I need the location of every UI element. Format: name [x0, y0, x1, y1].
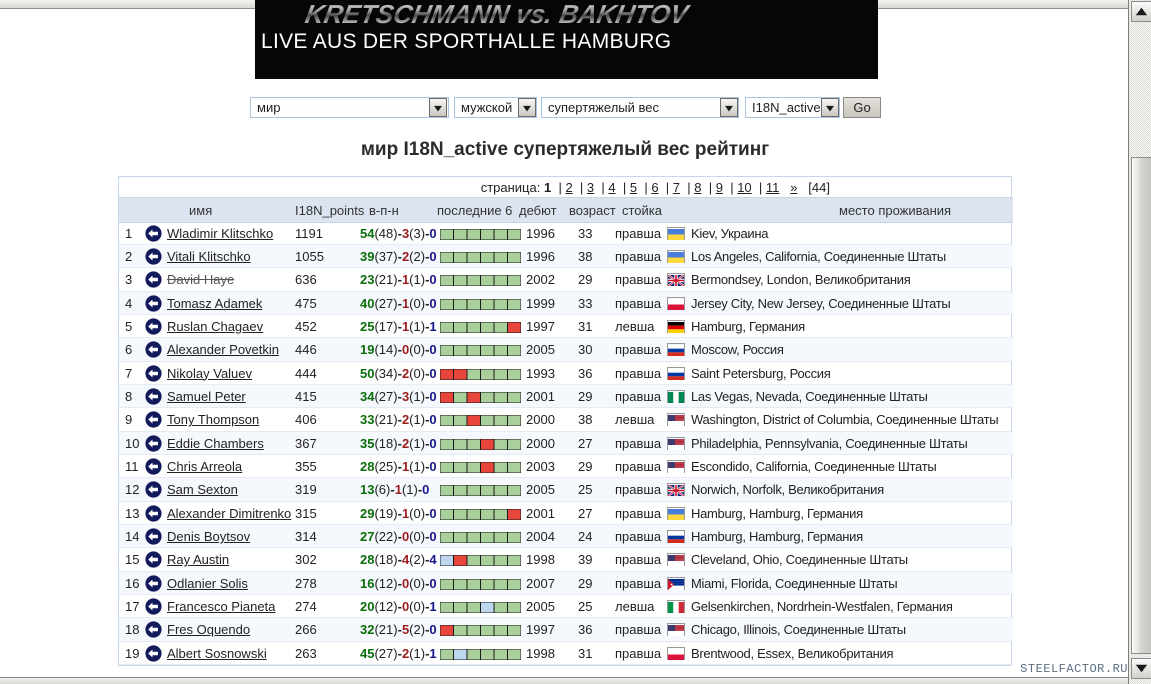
svg-text:KRETSCHMANN vs. BAKHTOV: KRETSCHMANN vs. BAKHTOV [303, 0, 693, 29]
